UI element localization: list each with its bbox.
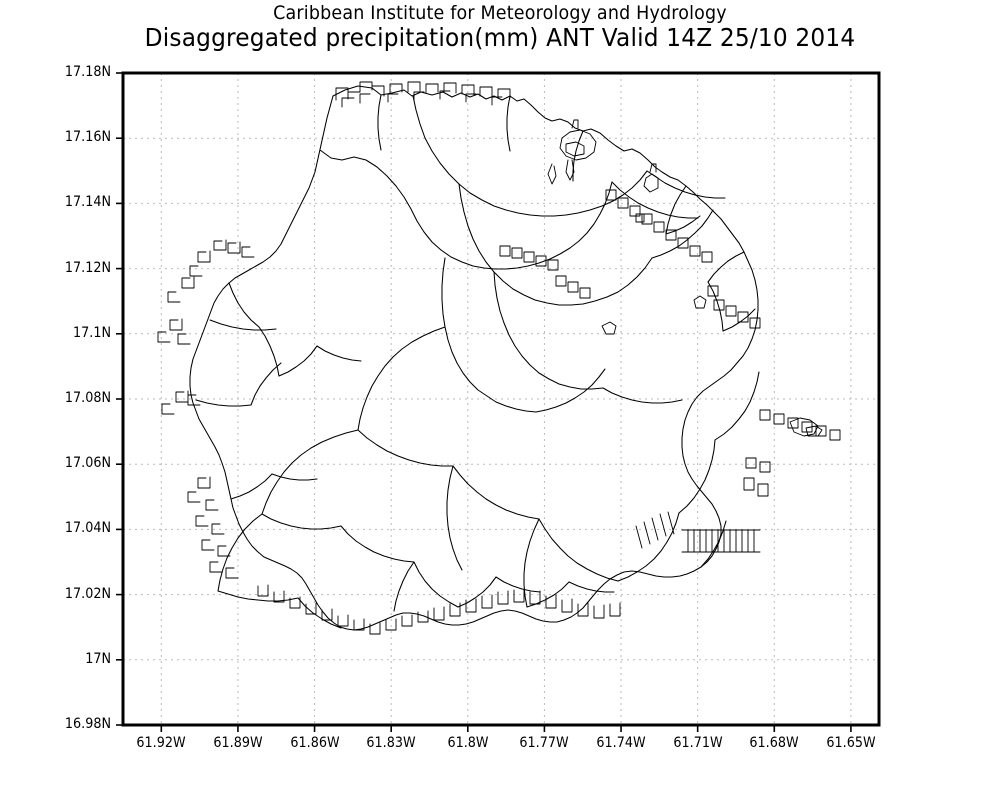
x-axis-tick-label: 61.86W: [289, 735, 340, 751]
y-axis-tick-label: 17.12N: [64, 259, 111, 276]
x-axis-tick-label: 61.83W: [366, 735, 416, 751]
x-axis-tick-label: 61.68W: [749, 735, 799, 751]
x-axis-tick-label: 61.65W: [826, 735, 876, 751]
y-axis-tick-label: 17.16N: [64, 129, 111, 146]
x-axis-tick-label: 61.74W: [596, 735, 646, 751]
x-axis-tick-label: 61.92W: [136, 735, 186, 751]
island-outer-coast: [189, 85, 759, 631]
y-axis-tick-label: 17.1N: [73, 324, 111, 341]
y-axis-tick-label: 17N: [85, 650, 111, 667]
y-axis-tick-label: 17.14N: [64, 194, 111, 211]
x-axis-tick-label: 61.89W: [213, 735, 263, 751]
y-axis-tick-label: 16.98N: [64, 716, 111, 732]
coastline-and-watersheds: [157, 81, 841, 635]
x-axis-tick-label: 61.77W: [519, 735, 569, 751]
x-axis-tick-label: 61.71W: [673, 735, 723, 751]
y-axis-tick-label: 17.02N: [64, 585, 111, 602]
watershed-boundaries: [195, 94, 760, 629]
x-axis-tick-label: 61.8W: [447, 735, 489, 751]
y-axis-tick-label: 17.18N: [64, 64, 111, 80]
y-axis-tick-label: 17.04N: [64, 520, 111, 537]
axis-ticks: [116, 72, 852, 732]
coastal-subcatchment-detail: [157, 81, 841, 635]
y-axis-tick-label: 17.08N: [64, 390, 111, 406]
offshore-islets: [547, 119, 823, 437]
y-axis-tick-label: 17.06N: [64, 455, 111, 472]
map-gridlines: [123, 73, 879, 725]
